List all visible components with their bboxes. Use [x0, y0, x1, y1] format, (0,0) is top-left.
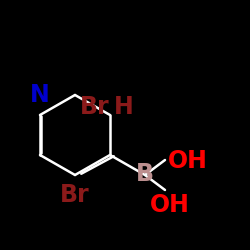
- Text: OH: OH: [150, 193, 190, 217]
- Text: H: H: [114, 96, 134, 120]
- Text: B: B: [136, 162, 154, 186]
- Text: OH: OH: [168, 149, 207, 173]
- Text: N: N: [30, 83, 50, 107]
- Text: Br: Br: [80, 96, 110, 120]
- Text: Br: Br: [60, 183, 90, 207]
